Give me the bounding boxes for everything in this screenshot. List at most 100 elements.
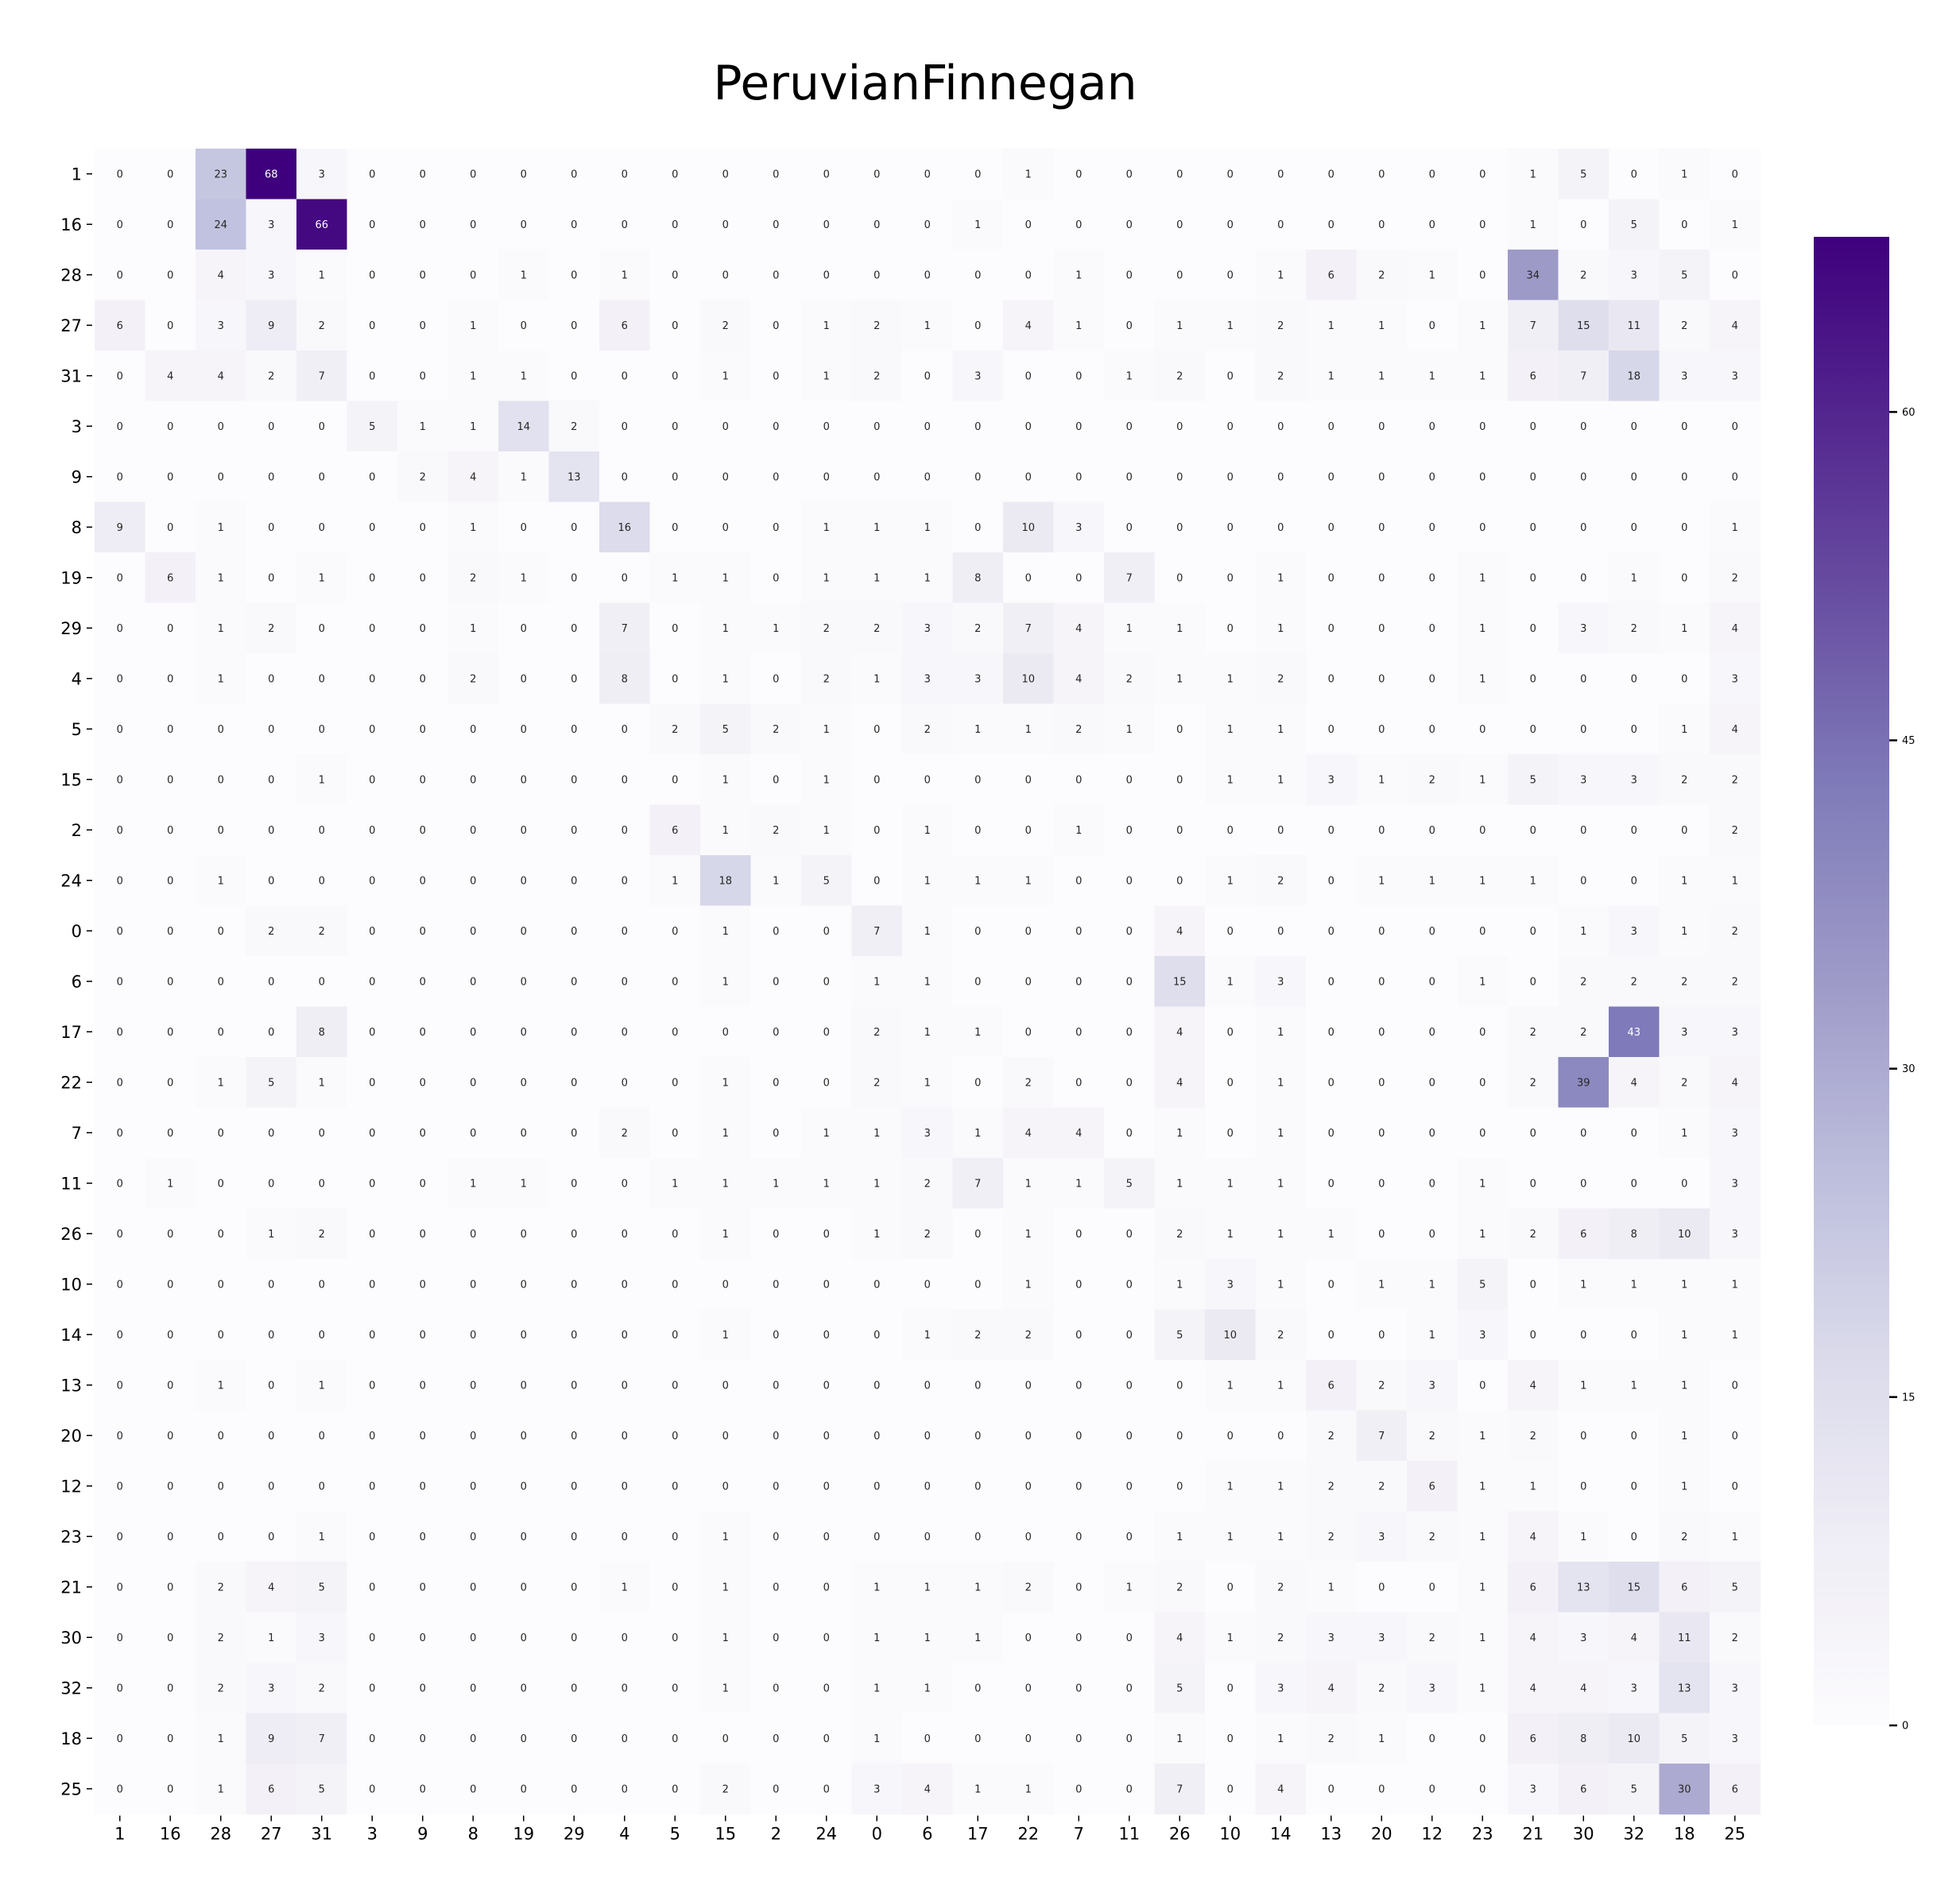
cell-value-label: 3 <box>924 623 931 635</box>
cell-value-label: 0 <box>1227 1077 1234 1089</box>
heatmap-cell <box>1558 1764 1609 1815</box>
cell-value-label: 1 <box>1277 1481 1284 1493</box>
heatmap-cell <box>347 1764 398 1815</box>
cell-value-label: 0 <box>571 1682 577 1694</box>
cell-value-label: 2 <box>1378 269 1385 281</box>
cell-value-label: 0 <box>571 1229 577 1241</box>
y-tick-label: 9 <box>72 467 82 486</box>
cell-value-label: 0 <box>773 774 779 786</box>
cell-value-label: 5 <box>369 421 375 433</box>
heatmap-cell <box>296 149 348 200</box>
heatmap-cell <box>1205 300 1257 351</box>
heatmap-cell <box>649 754 701 806</box>
heatmap-cell <box>347 1410 398 1462</box>
cell-value-label: 1 <box>1277 1027 1284 1039</box>
heatmap-cell <box>851 1360 903 1411</box>
cell-value-label: 0 <box>1277 219 1284 231</box>
cell-value-label: 1 <box>1227 1481 1234 1493</box>
cell-value-label: 0 <box>1479 471 1485 483</box>
cell-value-label: 0 <box>622 1077 628 1089</box>
cell-value-label: 0 <box>420 673 426 685</box>
heatmap-cell <box>1508 1259 1559 1311</box>
cell-value-label: 0 <box>823 1027 830 1039</box>
heatmap-cell <box>1003 1764 1055 1815</box>
cell-value-label: 0 <box>1429 623 1435 635</box>
heatmap-cell <box>196 1663 247 1714</box>
cell-value-label: 0 <box>1025 1682 1032 1694</box>
heatmap-cell <box>599 1057 651 1109</box>
cell-value-label: 2 <box>672 724 678 736</box>
heatmap-cell <box>1508 1006 1559 1058</box>
heatmap-cell <box>145 1713 196 1764</box>
heatmap-cell <box>1659 602 1710 654</box>
heatmap-cell <box>145 552 196 604</box>
cell-value-label: 0 <box>1429 724 1435 736</box>
cell-value-label: 0 <box>420 1229 426 1241</box>
heatmap-cell <box>1457 250 1509 301</box>
cell-value-label: 0 <box>1479 421 1485 433</box>
cell-value-label: 0 <box>369 1582 375 1593</box>
heatmap-cell <box>599 1309 651 1361</box>
cell-value-label: 0 <box>1126 1481 1133 1493</box>
cell-value-label: 0 <box>319 1279 325 1291</box>
heatmap-cell <box>498 1612 550 1663</box>
heatmap-cell <box>1205 501 1257 553</box>
heatmap-cell <box>246 956 297 1008</box>
cell-value-label: 8 <box>319 1027 325 1039</box>
heatmap-cell <box>1255 1764 1307 1815</box>
heatmap-cell <box>1609 1663 1660 1714</box>
cell-value-label: 1 <box>924 1582 931 1593</box>
heatmap-cell <box>1508 199 1559 250</box>
heatmap-cell <box>902 1612 954 1663</box>
cell-value-label: 0 <box>1732 421 1738 433</box>
heatmap-cell <box>851 1764 903 1815</box>
heatmap-cell <box>447 1208 499 1260</box>
cell-value-label: 0 <box>571 1178 577 1190</box>
cell-value-label: 0 <box>1479 825 1485 837</box>
heatmap-cell <box>1457 602 1509 654</box>
cell-value-label: 0 <box>873 1531 880 1543</box>
heatmap-cell <box>649 1360 701 1411</box>
heatmap-cell <box>801 149 853 200</box>
cell-value-label: 0 <box>218 1330 224 1342</box>
cell-value-label: 0 <box>1025 1380 1032 1392</box>
heatmap-cell <box>902 1713 954 1764</box>
cell-value-label: 0 <box>1176 269 1183 281</box>
heatmap-cell <box>548 149 600 200</box>
cell-value-label: 3 <box>1681 1027 1687 1039</box>
heatmap-cell <box>750 1410 802 1462</box>
cell-value-label: 1 <box>1479 976 1485 988</box>
cell-value-label: 2 <box>1429 1431 1435 1442</box>
cell-value-label: 4 <box>268 1582 274 1593</box>
cell-value-label: 1 <box>521 370 527 382</box>
cell-value-label: 0 <box>571 1733 577 1745</box>
cell-value-label: 0 <box>1176 825 1183 837</box>
heatmap-cell <box>700 1006 752 1058</box>
cell-value-label: 5 <box>722 724 729 736</box>
cell-value-label: 0 <box>1429 168 1435 180</box>
cell-value-label: 0 <box>117 774 123 786</box>
cell-value-label: 1 <box>873 522 880 534</box>
cell-value-label: 0 <box>218 774 224 786</box>
heatmap-cell <box>498 956 550 1008</box>
cell-value-label: 0 <box>1530 623 1536 635</box>
heatmap-cell <box>1205 350 1257 402</box>
cell-value-label: 0 <box>117 1229 123 1241</box>
heatmap-cell <box>447 754 499 806</box>
heatmap-cell <box>1508 1663 1559 1714</box>
heatmap-cell <box>95 451 146 503</box>
heatmap-cell <box>1306 1461 1358 1512</box>
heatmap-cell <box>447 350 499 402</box>
heatmap-cell <box>1609 754 1660 806</box>
heatmap-cell <box>145 905 196 957</box>
x-tick-label: 29 <box>564 1825 585 1844</box>
cell-value-label: 1 <box>1176 623 1183 635</box>
cell-value-label: 1 <box>1075 825 1082 837</box>
heatmap-cell <box>801 1309 853 1361</box>
heatmap-cell <box>145 1663 196 1714</box>
heatmap-cell <box>1003 905 1055 957</box>
cell-value-label: 9 <box>117 522 123 534</box>
heatmap-cell <box>1104 552 1156 604</box>
heatmap-cell <box>347 602 398 654</box>
cell-value-label: 0 <box>369 1783 375 1795</box>
